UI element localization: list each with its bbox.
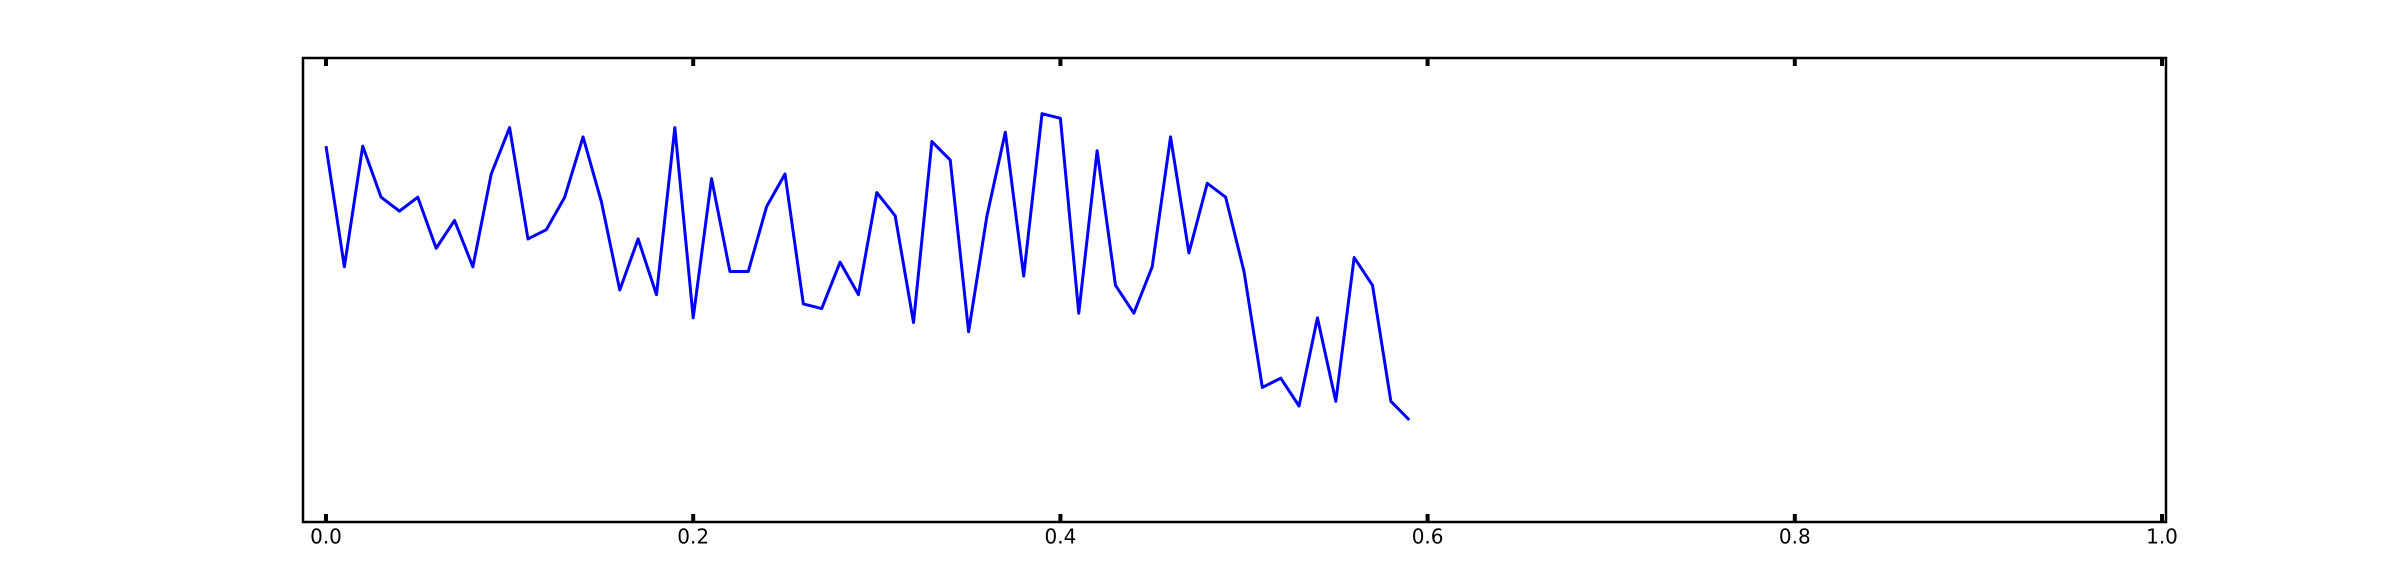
plot-frame [301, 56, 2168, 524]
x-tick-label: 0.4 [1044, 525, 1076, 549]
x-tick-label: 0.6 [1412, 525, 1444, 549]
data-line [324, 112, 1411, 421]
x-tick-label: 0.2 [677, 525, 709, 549]
x-tick-label: 0.0 [310, 525, 342, 549]
x-tick-label: 0.8 [1779, 525, 1811, 549]
x-tick-label: 1.0 [2146, 525, 2178, 549]
